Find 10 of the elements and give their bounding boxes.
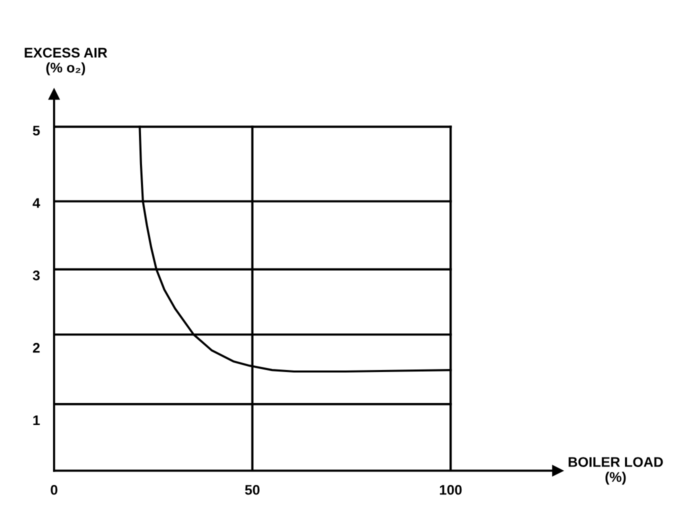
x-tick-label: 50: [245, 484, 260, 495]
y-tick-label: 3: [32, 270, 40, 280]
y-tick-label: 4: [32, 198, 40, 208]
y-tick-label: 1: [33, 415, 40, 426]
x-tick-label: 100: [440, 484, 462, 495]
x-axis-title: BOILER LOAD (%): [568, 457, 663, 485]
y-tick-label: 5: [32, 126, 40, 136]
y-tick-label: 2: [32, 342, 40, 353]
x-tick-label: 0: [50, 484, 58, 495]
y-axis-title: EXCESS AIR (% o₂): [24, 48, 108, 76]
